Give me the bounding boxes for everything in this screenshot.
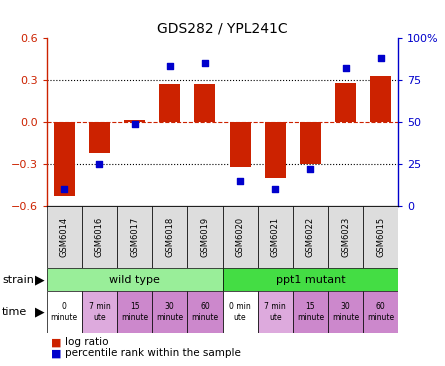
Bar — [293, 291, 328, 333]
Text: percentile rank within the sample: percentile rank within the sample — [65, 348, 241, 358]
Bar — [328, 291, 363, 333]
Bar — [328, 206, 363, 268]
Text: 60
minute: 60 minute — [367, 302, 394, 322]
Point — [307, 166, 314, 172]
Point — [166, 63, 174, 69]
Bar — [363, 291, 398, 333]
Bar — [117, 206, 152, 268]
Bar — [335, 83, 356, 122]
Bar — [293, 206, 328, 268]
Bar — [265, 122, 286, 178]
Text: ■: ■ — [51, 348, 62, 358]
Text: wild type: wild type — [109, 274, 160, 285]
Bar — [194, 84, 215, 122]
Text: ■: ■ — [51, 337, 62, 347]
Bar — [89, 122, 110, 153]
Text: GSM6021: GSM6021 — [271, 217, 280, 257]
Text: GSM6020: GSM6020 — [235, 217, 245, 257]
Text: 7 min
ute: 7 min ute — [89, 302, 110, 322]
Bar — [117, 291, 152, 333]
Text: 15
minute: 15 minute — [121, 302, 148, 322]
Text: 60
minute: 60 minute — [191, 302, 218, 322]
Bar — [222, 291, 258, 333]
Point — [61, 186, 68, 192]
Point — [131, 121, 138, 127]
Bar — [222, 206, 258, 268]
Bar — [82, 206, 117, 268]
Bar — [54, 122, 75, 196]
Bar — [230, 122, 251, 167]
Point — [202, 60, 209, 66]
Bar — [363, 206, 398, 268]
Text: ▶: ▶ — [35, 306, 44, 318]
Text: 30
minute: 30 minute — [156, 302, 183, 322]
Point — [96, 161, 103, 167]
Bar — [370, 75, 391, 122]
Point — [237, 178, 244, 184]
Point — [271, 186, 279, 192]
Bar — [152, 291, 187, 333]
Text: log ratio: log ratio — [65, 337, 109, 347]
Text: 7 min
ute: 7 min ute — [264, 302, 286, 322]
Text: time: time — [2, 307, 28, 317]
Bar — [124, 120, 145, 122]
Text: 15
minute: 15 minute — [297, 302, 324, 322]
Text: GSM6015: GSM6015 — [376, 217, 385, 257]
Text: GSM6019: GSM6019 — [200, 217, 210, 257]
Bar — [152, 206, 187, 268]
Bar — [159, 84, 180, 122]
Text: GSM6014: GSM6014 — [60, 217, 69, 257]
Text: 0
minute: 0 minute — [51, 302, 78, 322]
Text: GSM6016: GSM6016 — [95, 217, 104, 257]
Title: GDS282 / YPL241C: GDS282 / YPL241C — [157, 21, 288, 35]
Bar — [47, 268, 222, 291]
Point — [377, 55, 384, 61]
Text: GSM6022: GSM6022 — [306, 217, 315, 257]
Text: ▶: ▶ — [35, 273, 44, 286]
Text: 30
minute: 30 minute — [332, 302, 359, 322]
Bar — [82, 291, 117, 333]
Bar — [300, 122, 321, 164]
Bar — [47, 206, 82, 268]
Bar — [258, 206, 293, 268]
Text: ppt1 mutant: ppt1 mutant — [275, 274, 345, 285]
Text: 0 min
ute: 0 min ute — [229, 302, 251, 322]
Bar — [187, 206, 222, 268]
Bar — [187, 291, 222, 333]
Point — [342, 65, 349, 71]
Text: strain: strain — [2, 274, 34, 285]
Text: GSM6023: GSM6023 — [341, 217, 350, 257]
Text: GSM6017: GSM6017 — [130, 217, 139, 257]
Bar — [47, 291, 82, 333]
Text: GSM6018: GSM6018 — [165, 217, 174, 257]
Bar — [258, 291, 293, 333]
Bar — [222, 268, 398, 291]
